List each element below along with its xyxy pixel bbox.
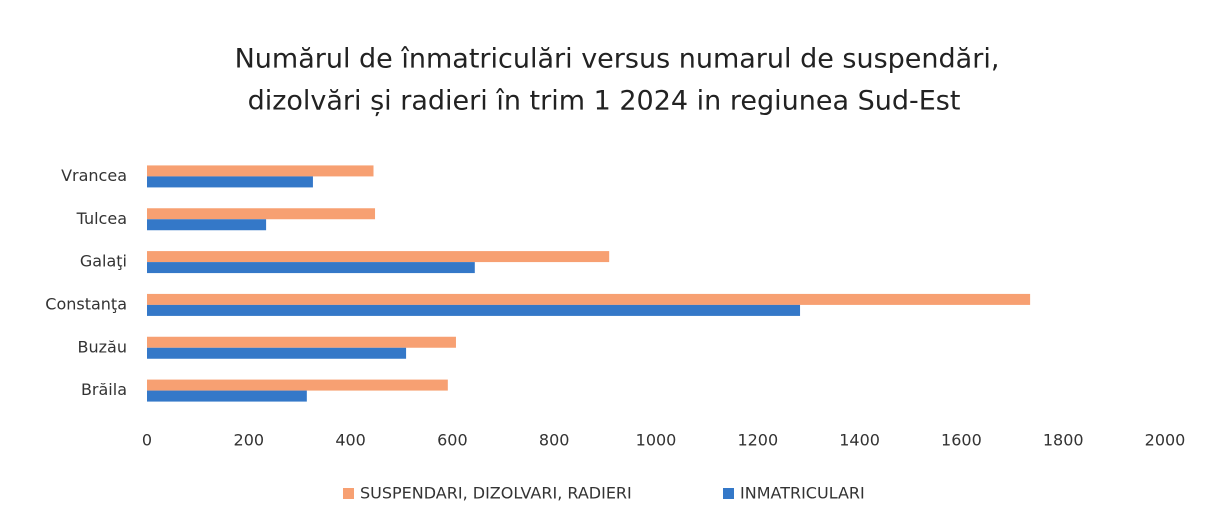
bar	[147, 347, 407, 359]
legend-swatch	[343, 488, 354, 499]
x-tick-label: 1000	[636, 431, 677, 450]
bar	[147, 176, 313, 188]
chart-title: Numărul de înmatriculări versus numarul …	[235, 44, 1000, 75]
legend-label: INMATRICULARI	[740, 484, 865, 503]
y-tick-label: Tulcea	[76, 209, 127, 228]
bar	[147, 262, 475, 274]
bar	[147, 208, 376, 220]
x-tick-label: 1400	[839, 431, 880, 450]
x-tick-label: 2000	[1145, 431, 1186, 450]
y-tick-label: Constanţa	[45, 294, 127, 313]
bar	[147, 293, 1031, 305]
bar	[147, 304, 801, 316]
bar	[147, 219, 267, 231]
x-tick-label: 0	[142, 431, 152, 450]
bar	[147, 251, 610, 263]
bar	[147, 165, 374, 177]
y-tick-label: Vrancea	[61, 166, 127, 185]
x-tick-label: 1200	[737, 431, 778, 450]
x-tick-label: 1800	[1043, 431, 1084, 450]
bar	[147, 336, 456, 348]
x-tick-label: 1600	[941, 431, 982, 450]
legend-swatch	[723, 488, 734, 499]
legend-label: SUSPENDARI, DIZOLVARI, RADIERI	[360, 484, 632, 503]
bar	[147, 379, 448, 391]
y-tick-label: Galaţi	[80, 252, 127, 271]
y-tick-label: Brăila	[81, 380, 127, 399]
x-tick-label: 800	[539, 431, 570, 450]
chart-title: dizolvări și radieri în trim 1 2024 in r…	[248, 86, 961, 117]
x-tick-label: 200	[234, 431, 265, 450]
x-tick-label: 600	[437, 431, 468, 450]
x-tick-label: 400	[335, 431, 366, 450]
y-tick-label: Buzău	[78, 337, 127, 356]
bar	[147, 390, 307, 402]
